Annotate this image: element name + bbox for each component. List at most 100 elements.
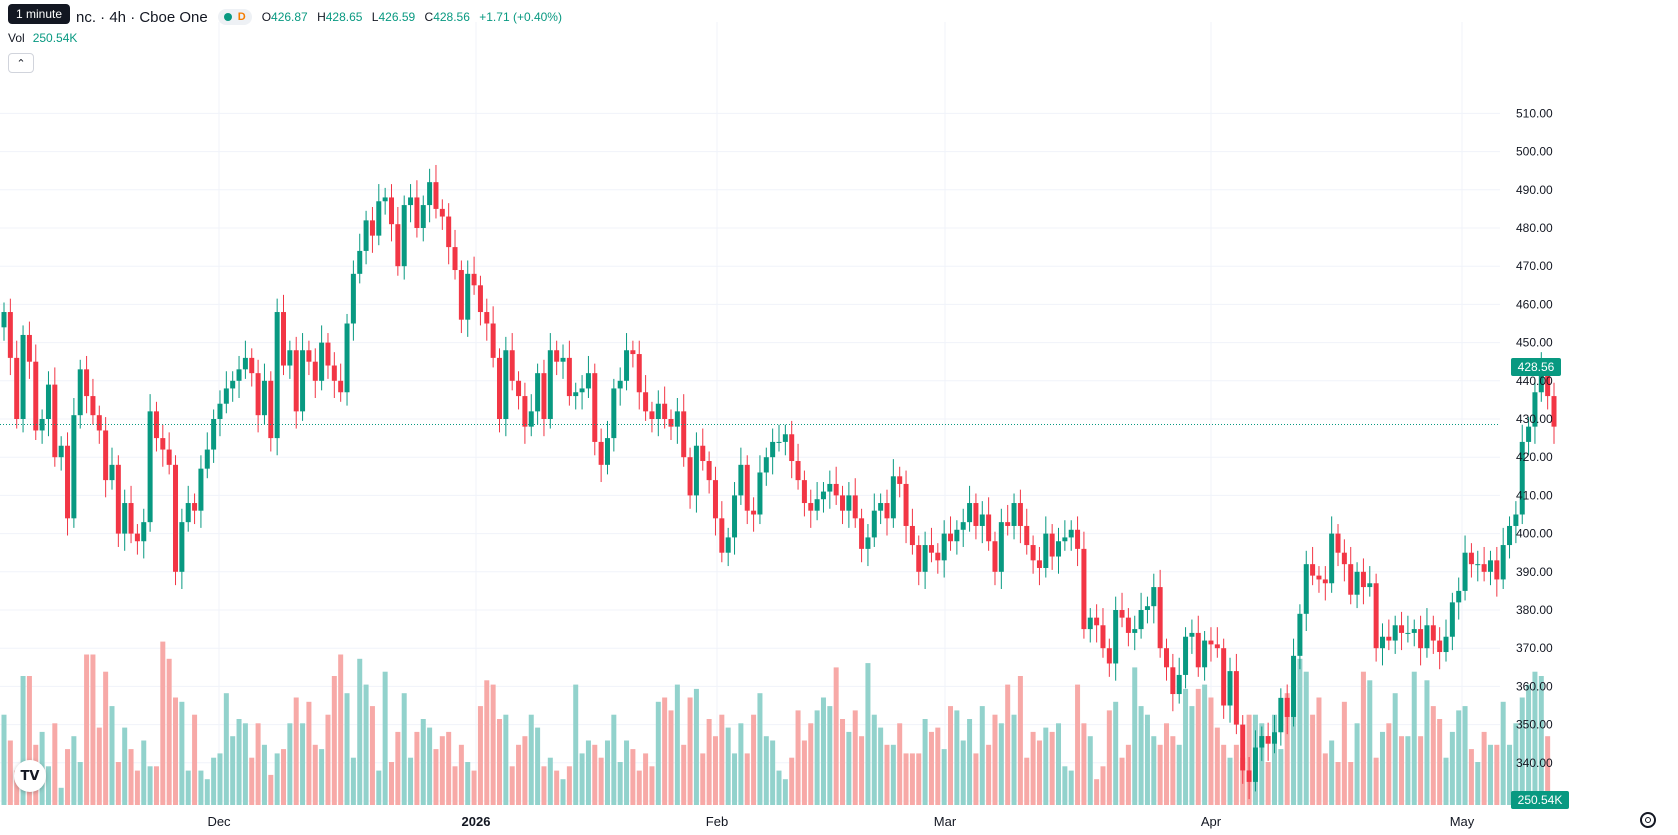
volume-bar bbox=[1138, 706, 1144, 805]
candle-body bbox=[909, 525, 915, 546]
candle-body bbox=[1043, 533, 1049, 568]
volume-bar bbox=[344, 693, 350, 805]
volume-bar bbox=[1316, 697, 1322, 805]
candle-body bbox=[255, 373, 261, 416]
volume-bar bbox=[725, 727, 731, 805]
volume-bar bbox=[1475, 762, 1481, 805]
candle-body bbox=[1329, 533, 1335, 584]
volume-bar bbox=[992, 714, 998, 805]
volume-bar bbox=[1157, 744, 1163, 805]
volume-bar bbox=[141, 740, 147, 805]
candle-body bbox=[808, 503, 814, 511]
volume-bar bbox=[1144, 714, 1150, 805]
candle-body bbox=[198, 468, 204, 511]
volume-bar bbox=[903, 753, 909, 805]
candle-body bbox=[776, 441, 782, 443]
volume-bar bbox=[103, 671, 109, 805]
volume-bar bbox=[566, 766, 572, 805]
candle-body bbox=[1392, 625, 1398, 641]
candle-body bbox=[1519, 441, 1525, 515]
candle-body bbox=[903, 483, 909, 526]
candle-body bbox=[1062, 537, 1068, 542]
volume-bar bbox=[369, 706, 375, 805]
volume-bar bbox=[77, 762, 83, 805]
volume-bar bbox=[744, 753, 750, 805]
volume-bar bbox=[147, 766, 153, 805]
volume-bar bbox=[166, 658, 172, 805]
volume-bar bbox=[458, 744, 464, 805]
volume-bar bbox=[1183, 688, 1189, 805]
candle-body bbox=[871, 510, 877, 538]
volume-bar bbox=[1284, 693, 1290, 805]
volume-bar bbox=[592, 744, 598, 805]
volume-bar bbox=[979, 706, 985, 805]
candlesticks bbox=[1, 164, 1557, 800]
candle-body bbox=[1481, 564, 1487, 572]
volume-bar bbox=[1487, 744, 1493, 805]
volume-bar bbox=[960, 740, 966, 805]
volume-bar bbox=[624, 740, 630, 805]
market-status[interactable]: D bbox=[217, 9, 252, 25]
candle-body bbox=[496, 357, 502, 419]
volume-bar bbox=[681, 744, 687, 805]
candle-body bbox=[1532, 392, 1538, 427]
high-label: H bbox=[317, 10, 326, 24]
y-tick-label: 390.00 bbox=[1516, 565, 1553, 579]
volume-bar bbox=[573, 684, 579, 805]
candle-body bbox=[84, 369, 90, 397]
volume-bar bbox=[350, 757, 356, 805]
candle-body bbox=[300, 350, 306, 412]
close-value: 428.56 bbox=[433, 10, 470, 24]
volume-bar bbox=[1106, 710, 1112, 805]
candle-body bbox=[338, 380, 344, 393]
candle-body bbox=[261, 380, 267, 416]
volume-bar bbox=[1036, 740, 1042, 805]
volume-bar bbox=[1005, 684, 1011, 805]
volume-bar bbox=[1049, 731, 1055, 805]
volume-bar bbox=[1341, 701, 1347, 805]
volume-bar bbox=[535, 727, 541, 805]
volume-bar bbox=[1017, 676, 1023, 805]
volume-bar bbox=[1449, 731, 1455, 805]
candle-body bbox=[1125, 617, 1131, 633]
candle-body bbox=[1494, 560, 1500, 580]
candle-body bbox=[890, 476, 896, 519]
y-tick-label: 410.00 bbox=[1516, 488, 1553, 502]
volume-bar bbox=[516, 744, 522, 805]
candle-body bbox=[1202, 640, 1208, 668]
volume-bar bbox=[1303, 671, 1309, 805]
volume-bar bbox=[1386, 723, 1392, 805]
candle-body bbox=[1411, 629, 1417, 633]
volume-bar bbox=[1113, 701, 1119, 805]
collapse-legend-button[interactable]: ⌃ bbox=[8, 53, 34, 73]
candle-body bbox=[617, 380, 623, 389]
candle-body bbox=[1297, 613, 1303, 656]
volume-bar bbox=[1545, 736, 1551, 805]
volume-bar bbox=[909, 753, 915, 805]
candle-body bbox=[1195, 632, 1201, 668]
candle-body bbox=[757, 472, 763, 515]
volume-bar bbox=[357, 658, 363, 805]
volume-bar bbox=[674, 684, 680, 805]
volume-bar bbox=[1087, 736, 1093, 805]
candle-body bbox=[1005, 522, 1011, 526]
volume-bar bbox=[700, 753, 706, 805]
volume-bar bbox=[389, 762, 394, 805]
volume-bar bbox=[1265, 762, 1271, 805]
candle-body bbox=[986, 514, 992, 542]
volume-bar bbox=[655, 701, 661, 805]
symbol-title[interactable]: nc. · 4h · Cboe One bbox=[76, 8, 208, 26]
volume-bar bbox=[560, 779, 566, 805]
tradingview-logo[interactable]: TV bbox=[14, 760, 46, 792]
candle-body bbox=[1030, 545, 1036, 561]
settings-icon[interactable] bbox=[1640, 812, 1656, 828]
y-tick-label: 490.00 bbox=[1516, 183, 1553, 197]
candle-body bbox=[840, 495, 846, 511]
volume-bar bbox=[1030, 731, 1036, 805]
volume-bar bbox=[331, 676, 337, 805]
volume-bar bbox=[1208, 697, 1214, 805]
volume-bar bbox=[1519, 697, 1525, 805]
volume-bar bbox=[1, 714, 7, 805]
volume-bar bbox=[1297, 658, 1303, 805]
